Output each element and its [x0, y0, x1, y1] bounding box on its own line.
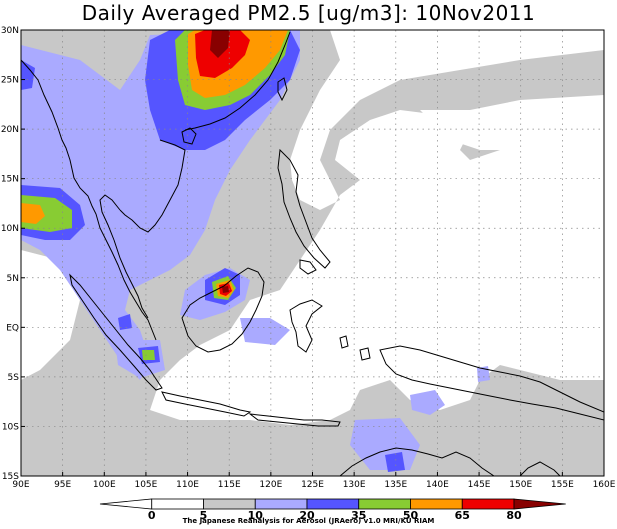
pm25-shading [21, 30, 604, 476]
shading-green [142, 350, 155, 360]
shading-gap [420, 95, 604, 150]
map-title: Daily Averaged PM2.5 [ug/m3]: 10Nov2011 [81, 1, 536, 25]
shading-dark-red [222, 286, 229, 293]
colorbar-swatch [358, 498, 411, 510]
lon-tick-label: 130E [343, 480, 366, 490]
lon-tick-label: 155E [551, 480, 574, 490]
colorbar-swatch [306, 498, 360, 510]
lon-tick-label: 135E [384, 480, 407, 490]
lat-tick-label: 5S [8, 373, 20, 383]
shading-dark-red [210, 30, 230, 58]
colorbar-swatch [203, 498, 256, 510]
colorbar: 0 5 10 20 35 50 65 80 [99, 498, 566, 522]
lat-tick-label: 20N [1, 125, 19, 135]
lon-tick-label: 110E [176, 480, 199, 490]
lon-tick-label: 115E [218, 480, 241, 490]
colorbar-under-triangle [99, 498, 153, 510]
lon-tick-label: 95E [54, 480, 71, 490]
shading-blue [21, 60, 35, 90]
colorbar-label: 5 [200, 509, 208, 522]
shading-blue [385, 452, 405, 472]
colorbar-label: 80 [506, 509, 522, 522]
shading-orange [21, 203, 45, 224]
colorbar-label: 10 [248, 509, 264, 522]
lon-tick-label: 120E [259, 480, 282, 490]
lon-tick-label: 150E [509, 480, 532, 490]
latitude-labels: 30N 25N 20N 15N 10N 5N EQ 5S 10S 15S [1, 26, 25, 482]
lat-tick-label: 25N [1, 76, 19, 86]
colorbar-label: 50 [403, 509, 419, 522]
lon-tick-label: 90E [12, 480, 29, 490]
shading-red [195, 30, 250, 78]
colorbar-swatch [410, 498, 463, 510]
lon-tick-label: 145E [468, 480, 491, 490]
colorbar-label: 20 [299, 509, 315, 522]
lat-tick-label: 30N [1, 26, 19, 36]
colorbar-over-triangle [513, 498, 566, 510]
lat-tick-label: 15S [2, 472, 19, 482]
graticule [21, 30, 604, 476]
lon-tick-label: 160E [593, 480, 616, 490]
shading-gap [21, 250, 80, 380]
shading-light-blue [410, 390, 445, 415]
longitude-labels: 90E 95E 100E 105E 110E 115E 120E 125E 130E 135E 14… [12, 472, 616, 490]
shading-light-blue [477, 366, 490, 382]
coastlines [21, 31, 604, 476]
shading-blue [118, 314, 132, 330]
lon-tick-label: 105E [134, 480, 157, 490]
data-credit: The Japanese Reanalysis for Aerosol (JRA… [182, 517, 435, 525]
shading-gap [320, 230, 604, 335]
lon-tick-label: 100E [93, 480, 116, 490]
lat-tick-label: 15N [1, 175, 19, 185]
lat-tick-label: EQ [6, 323, 19, 333]
colorbar-label: 0 [148, 509, 156, 522]
colorbar-swatch [151, 498, 204, 510]
lon-tick-label: 140E [426, 480, 449, 490]
shading-gap [180, 388, 250, 412]
shading-light-blue [240, 318, 290, 345]
lon-tick-label: 125E [301, 480, 324, 490]
lat-tick-label: 10N [1, 224, 19, 234]
colorbar-swatch [461, 498, 515, 510]
colorbar-label: 35 [351, 509, 366, 522]
lat-tick-label: 10S [2, 422, 19, 432]
colorbar-label: 65 [455, 509, 470, 522]
lat-tick-label: 5N [7, 274, 19, 284]
colorbar-swatch [254, 498, 308, 510]
